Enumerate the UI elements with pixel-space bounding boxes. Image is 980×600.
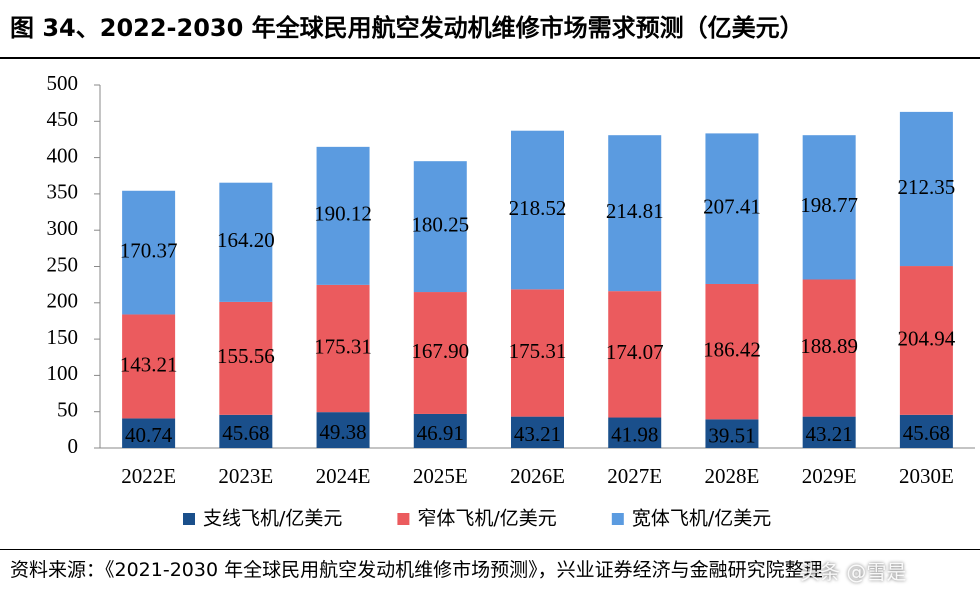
y-tick-label: 350 <box>47 180 79 204</box>
value-label: 214.81 <box>606 199 664 223</box>
value-label: 39.51 <box>708 423 755 447</box>
bar-segment <box>608 291 662 418</box>
value-label: 175.31 <box>509 339 567 363</box>
chart-title: 图 34、2022-2030 年全球民用航空发动机维修市场需求预测（亿美元） <box>10 14 804 42</box>
x-tick-label: 2029E <box>802 464 857 488</box>
bar-segment <box>413 161 467 293</box>
value-label: 170.37 <box>120 238 178 262</box>
value-label: 41.98 <box>611 423 658 447</box>
value-label: 198.77 <box>800 193 858 217</box>
y-tick-label: 200 <box>47 289 79 313</box>
legend-swatch <box>183 513 195 525</box>
bar-segment <box>122 190 176 315</box>
value-label: 175.31 <box>314 334 372 358</box>
bar-segment <box>219 414 273 448</box>
bar-segment <box>219 182 273 302</box>
y-tick-label: 150 <box>47 325 79 349</box>
bar-segment <box>219 301 273 415</box>
value-label: 155.56 <box>217 344 275 368</box>
bar-segment <box>802 279 856 417</box>
value-label: 43.21 <box>806 422 853 446</box>
value-label: 45.68 <box>903 421 950 445</box>
legend-swatch <box>611 513 624 525</box>
x-tick-label: 2026E <box>510 464 565 488</box>
x-tick-label: 2025E <box>413 464 468 488</box>
value-label: 188.89 <box>800 334 858 358</box>
bar-segment <box>122 418 176 448</box>
bar-segment <box>899 111 953 267</box>
legend-swatch <box>397 513 410 525</box>
y-tick-label: 500 <box>47 71 79 95</box>
value-label: 40.74 <box>125 423 173 447</box>
value-label: 43.21 <box>514 422 561 446</box>
bar-segment <box>705 283 759 420</box>
value-label: 180.25 <box>411 212 469 236</box>
bar-segment <box>802 416 856 448</box>
value-label: 174.07 <box>606 340 664 364</box>
value-label: 45.68 <box>222 421 269 445</box>
watermark: 头条 @雪是 <box>800 560 907 584</box>
bar-segment <box>511 130 564 290</box>
bar-segment <box>413 413 467 448</box>
value-label: 167.90 <box>411 339 469 363</box>
bar-segment <box>316 146 370 285</box>
y-tick-label: 100 <box>47 361 79 385</box>
y-tick-label: 450 <box>47 107 79 131</box>
y-tick-label: 400 <box>47 143 79 167</box>
legend: 窄体飞机/亿美元 <box>417 508 556 530</box>
y-tick-label: 0 <box>68 434 79 458</box>
bar-segment <box>608 417 662 448</box>
y-tick-label: 50 <box>57 398 78 422</box>
value-label: 49.38 <box>319 420 366 444</box>
bar-segment <box>511 416 564 448</box>
y-tick-label: 250 <box>47 252 79 276</box>
x-tick-label: 2024E <box>316 464 371 488</box>
value-label: 46.91 <box>417 421 464 445</box>
bar-segment <box>122 314 176 419</box>
x-tick-label: 2027E <box>607 464 662 488</box>
value-label: 190.12 <box>314 202 372 226</box>
bar-segment <box>608 135 662 292</box>
bar-segment <box>705 133 759 284</box>
value-label: 207.41 <box>703 194 761 218</box>
value-label: 218.52 <box>509 196 567 220</box>
x-tick-label: 2028E <box>705 464 760 488</box>
title-rule <box>0 57 980 59</box>
value-label: 164.20 <box>217 228 275 252</box>
source-rule <box>0 549 980 550</box>
value-label: 212.35 <box>898 175 956 199</box>
bar-segment <box>802 135 856 280</box>
value-label: 186.42 <box>703 337 761 361</box>
value-label: 204.94 <box>898 326 956 350</box>
y-tick-label: 300 <box>47 216 79 240</box>
bar-segment <box>705 419 759 448</box>
x-tick-label: 2023E <box>218 464 273 488</box>
x-tick-label: 2022E <box>121 464 176 488</box>
bar-segment <box>899 266 953 415</box>
value-label: 143.21 <box>120 352 178 376</box>
bar-segment <box>899 414 953 448</box>
x-tick-label: 2030E <box>899 464 954 488</box>
bar-segment <box>316 284 370 413</box>
bar-segment <box>413 292 467 414</box>
chart: 0 50 100 150 200 250 300 350 400 450 500 2022E 40.74… <box>47 71 975 530</box>
bar-segment <box>511 289 564 417</box>
source-note: 资料来源：《2021-2030 年全球民用航空发动机维修市场预测》，兴业证券经济… <box>10 559 823 581</box>
bar-segment <box>316 412 370 448</box>
legend: 宽体飞机/亿美元 <box>632 508 771 530</box>
legend: 支线飞机/亿美元 <box>203 508 342 530</box>
